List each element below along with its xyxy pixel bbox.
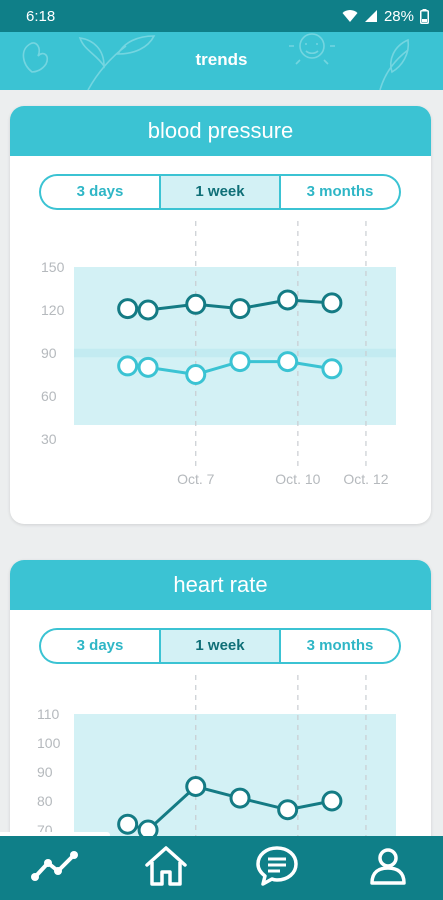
bp-data-point [229,298,251,320]
trends-icon [30,849,80,888]
bp-range-3-months[interactable]: 3 months [280,174,401,210]
blood-pressure-chart: 150 120 90 60 30 Oct. 7 Oct. 10 Oct. 12 [41,221,396,487]
signal-icon [364,9,378,23]
hr-data-point [321,790,343,812]
nav-trends[interactable] [25,840,85,896]
blood-pressure-title: blood pressure [10,106,431,156]
hr-y-tick-label: 100 [37,735,61,751]
bp-data-point [229,351,251,373]
heart-rate-card: heart rate 3 days 1 week 3 months 110 100… [10,560,431,860]
hr-range-3-days[interactable]: 3 days [39,628,160,664]
battery-percent: 28% [383,7,414,25]
bp-data-point [277,351,299,373]
bp-plot-band [74,267,396,425]
bp-data-point [185,293,207,315]
nav-home[interactable] [136,840,196,896]
app-header: trends [0,32,443,90]
bp-data-point [277,289,299,311]
hr-data-point [229,787,251,809]
hr-y-tick-label: 80 [37,793,53,809]
bp-data-point [137,356,159,378]
hr-range-1-week[interactable]: 1 week [160,628,280,664]
bp-x-tick-label: Oct. 12 [343,471,388,487]
bp-y-tick-label: 150 [41,259,65,275]
status-bar: 6:18 28% [0,0,443,32]
blood-pressure-card: blood pressure 3 days 1 week 3 months 15… [10,106,431,524]
hr-data-point [185,776,207,797]
nav-chat[interactable] [247,840,307,896]
hr-range-3-months[interactable]: 3 months [280,628,401,664]
status-icons: 28% [342,8,429,25]
hr-data-point [277,799,299,821]
heart-rate-title: heart rate [10,560,431,610]
header-decoration [22,33,410,90]
bp-range-1-week[interactable]: 1 week [160,174,280,210]
bp-data-point [185,364,207,385]
bp-y-tick-label: 30 [41,431,57,447]
bp-data-point [117,355,139,377]
bp-range-selector: 3 days 1 week 3 months [39,174,401,210]
bp-x-tick-label: Oct. 10 [275,471,320,487]
hr-range-selector: 3 days 1 week 3 months [39,628,401,664]
profile-icon [368,846,408,891]
bp-data-point [321,292,343,314]
nav-active-indicator [0,832,110,838]
page-title: trends [195,50,248,69]
bp-data-point [321,358,343,380]
home-icon [143,843,189,894]
bp-x-tick-label: Oct. 7 [177,471,215,487]
bp-y-tick-label: 120 [41,302,65,318]
bp-data-point [117,298,139,320]
hr-y-tick-label: 110 [37,706,60,722]
bp-y-tick-label: 90 [41,345,57,361]
hr-data-point [117,813,139,835]
wifi-icon [342,9,358,23]
chat-icon [254,843,300,894]
nav-profile[interactable] [358,840,418,896]
status-time: 6:18 [26,7,56,25]
battery-icon [420,8,429,24]
hr-y-tick-label: 90 [37,764,53,780]
bottom-nav [0,836,443,900]
bp-data-point [137,299,159,321]
bp-y-tick-label: 60 [41,388,57,404]
bp-range-3-days[interactable]: 3 days [39,174,160,210]
